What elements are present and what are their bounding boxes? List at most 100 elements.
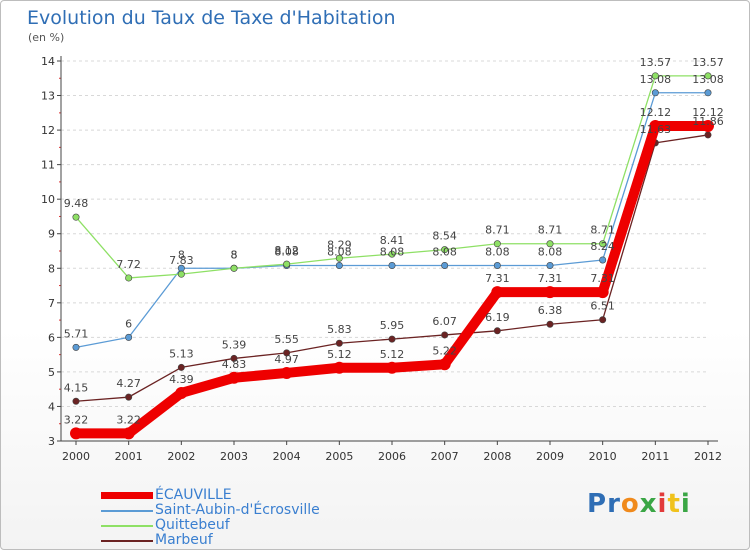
data-point [493, 262, 501, 270]
legend-swatch [101, 492, 153, 499]
data-label: 8.71 [590, 224, 615, 237]
data-label: 13.57 [692, 56, 724, 69]
x-tick-label: 2002 [167, 450, 195, 463]
legend-label: Marbeuf [155, 532, 213, 548]
logo-letter: P [587, 489, 608, 519]
data-point [70, 427, 82, 440]
data-point [333, 361, 346, 374]
data-point [599, 316, 607, 324]
y-tick-label: 14 [41, 55, 55, 68]
data-label: 4.83 [222, 358, 247, 371]
data-point [441, 262, 449, 270]
data-point [230, 354, 238, 362]
data-label: 6 [125, 317, 132, 330]
y-tick-label: 6 [48, 331, 55, 344]
logo-letter: o [620, 489, 640, 519]
x-tick-label: 2003 [220, 450, 248, 463]
data-label: 8 [231, 248, 238, 261]
y-tick-label: 11 [41, 159, 55, 172]
legend-label: Saint-Aubin-d'Écrosville [155, 502, 320, 518]
data-point [388, 335, 396, 343]
logo-letter: i [657, 489, 668, 519]
data-label: 11.63 [640, 123, 672, 136]
data-point [599, 240, 607, 248]
data-point [283, 349, 291, 357]
data-point [72, 213, 80, 221]
y-tick-label: 3 [48, 435, 55, 448]
y-tick-label: 9 [48, 228, 55, 241]
data-point [704, 131, 712, 139]
logo-letter: t [667, 489, 681, 519]
legend-swatch [101, 510, 153, 512]
data-label: 12.12 [640, 106, 672, 119]
data-label: 4.27 [116, 377, 141, 390]
data-point [651, 89, 659, 97]
data-label: 6.19 [485, 311, 510, 324]
data-label: 3.22 [116, 413, 141, 426]
data-label: 8.41 [380, 234, 405, 247]
data-label: 7.31 [590, 272, 615, 285]
data-label: 8.71 [538, 224, 563, 237]
data-point [280, 366, 293, 379]
data-point [125, 333, 133, 341]
data-label: 6.51 [590, 300, 615, 313]
x-tick-label: 2008 [483, 450, 511, 463]
data-point [230, 264, 238, 272]
data-point [335, 254, 343, 262]
data-label: 8 [231, 248, 238, 261]
data-label: 5.13 [169, 347, 194, 360]
data-point [72, 343, 80, 351]
data-label: 5.12 [380, 348, 405, 361]
data-label: 5.22 [432, 344, 457, 357]
y-tick-label: 5 [48, 366, 55, 379]
x-tick-label: 2005 [325, 450, 353, 463]
data-label: 3.22 [64, 413, 89, 426]
y-tick-label: 12 [41, 124, 55, 137]
data-label: 6.38 [538, 304, 563, 317]
y-tick-label: 7 [48, 297, 55, 310]
y-tick-label: 8 [48, 262, 55, 275]
legend-swatch [101, 525, 153, 527]
data-point [546, 240, 554, 248]
x-tick-label: 2001 [115, 450, 143, 463]
data-point [175, 386, 188, 399]
data-label: 8.08 [327, 246, 352, 259]
legend-label: ÉCAUVILLE [155, 487, 232, 503]
data-point [704, 89, 712, 97]
legend-swatch [101, 540, 153, 542]
data-point [704, 72, 712, 80]
data-label: 8.08 [485, 246, 510, 259]
data-point [441, 331, 449, 339]
data-point [599, 256, 607, 264]
data-label: 13.08 [640, 73, 672, 86]
data-point [335, 339, 343, 347]
data-point [651, 72, 659, 80]
y-tick-label: 13 [41, 90, 55, 103]
data-point [388, 262, 396, 270]
x-tick-label: 2007 [431, 450, 459, 463]
x-tick-label: 2009 [536, 450, 564, 463]
data-point [441, 246, 449, 254]
proxiti-logo[interactable]: Proxiti [587, 489, 691, 519]
data-label: 13.08 [692, 73, 724, 86]
data-label: 7.83 [169, 254, 194, 267]
data-point [546, 262, 554, 270]
data-label: 5.71 [64, 327, 89, 340]
data-label: 8.12 [274, 244, 299, 257]
data-point [386, 361, 398, 374]
data-point [335, 262, 343, 270]
data-point [546, 320, 554, 328]
data-point [702, 119, 714, 132]
data-label: 8.71 [485, 224, 510, 237]
chart-title: Evolution du Taux de Taxe d'Habitation [27, 7, 396, 29]
data-label: 9.48 [64, 197, 89, 210]
data-label: 8.08 [380, 246, 405, 259]
data-label: 5.39 [222, 338, 247, 351]
data-point [125, 274, 133, 282]
chart-subtitle: (en %) [28, 31, 65, 44]
data-point [493, 327, 501, 335]
data-point [228, 371, 240, 384]
legend-label: Quittebeuf [155, 517, 230, 533]
data-label: 5.95 [380, 319, 405, 332]
